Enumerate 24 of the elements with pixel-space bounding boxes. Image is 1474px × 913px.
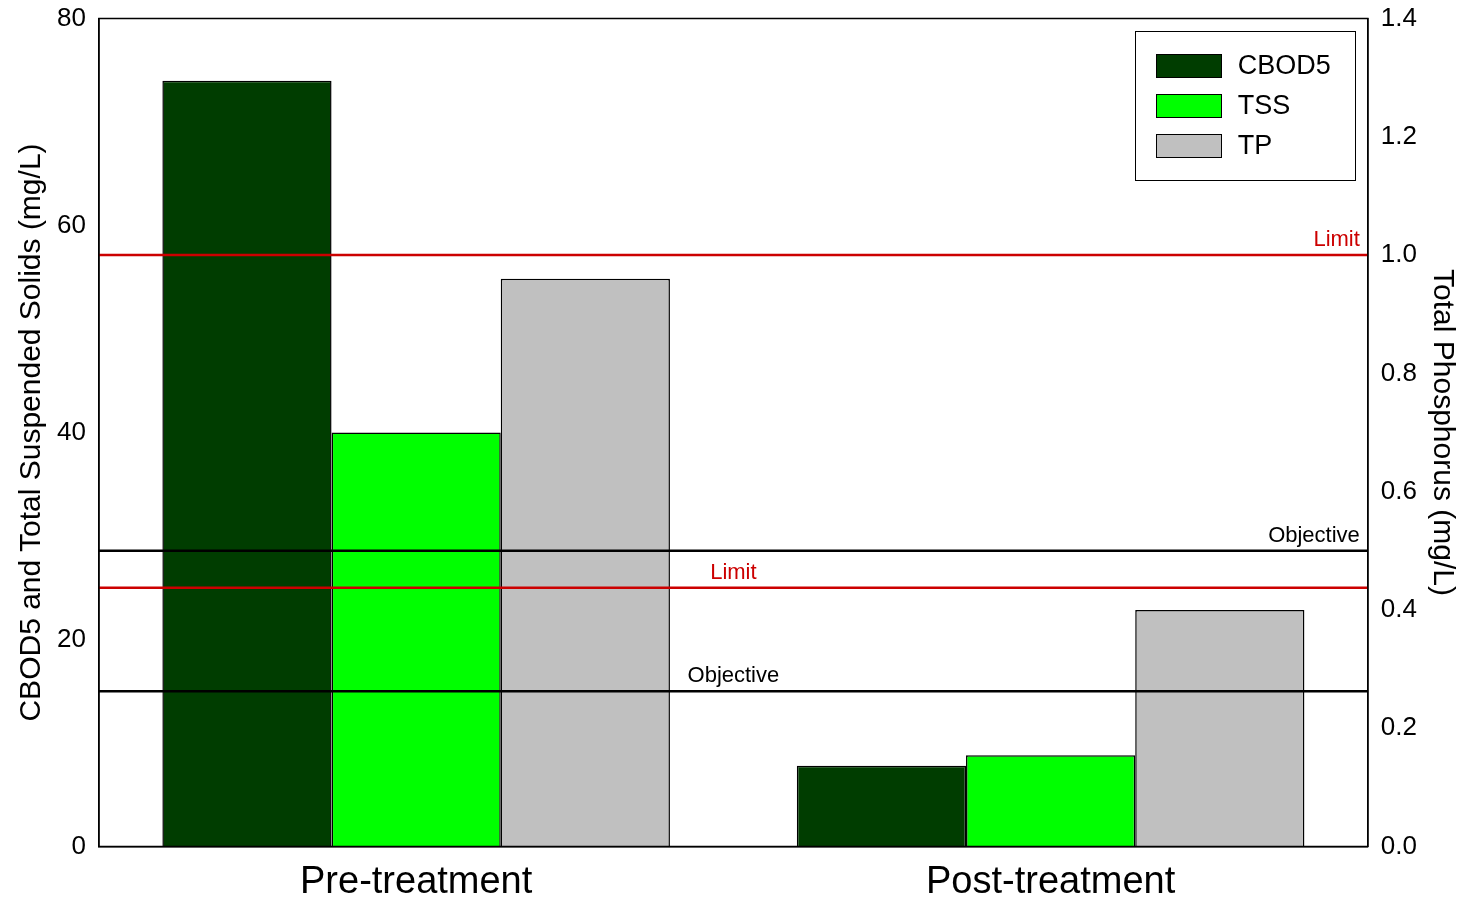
y2-tick-label: 0.2: [1380, 711, 1418, 742]
y2-tick-label: 1.4: [1380, 1, 1418, 32]
ref-line-label: Limit: [1313, 226, 1360, 252]
y-axis-title: CBOD5 and Total Suspended Solids (mg/L): [13, 143, 47, 722]
ref-line-label: Limit: [710, 558, 757, 584]
ref-line-label: Objective: [1268, 521, 1360, 547]
x-tick-label: Post-treatment: [926, 858, 1176, 901]
y-tick-label: 40: [57, 415, 86, 446]
y2-tick-label: 1.2: [1380, 120, 1418, 151]
y2-axis-title: Total Phosphorus (mg/L): [1427, 269, 1461, 596]
y-tick-label: 80: [57, 1, 86, 32]
legend-label: TSS: [1237, 90, 1291, 122]
y2-tick-label: 0.8: [1380, 356, 1418, 387]
y2-tick-label: 0.6: [1380, 474, 1418, 505]
y-tick-label: 0: [71, 829, 86, 860]
x-tick-label: Pre-treatment: [300, 858, 533, 901]
y2-tick-label: 1.0: [1380, 238, 1418, 269]
ref-line-label: Objective: [687, 662, 780, 688]
y2-tick-label: 0.4: [1380, 593, 1418, 624]
legend-label: TP: [1237, 130, 1273, 162]
y-tick-label: 20: [57, 622, 86, 653]
y2-tick-label: 0.0: [1380, 829, 1418, 860]
y-tick-label: 60: [57, 208, 86, 239]
legend-label: CBOD5: [1237, 50, 1331, 82]
